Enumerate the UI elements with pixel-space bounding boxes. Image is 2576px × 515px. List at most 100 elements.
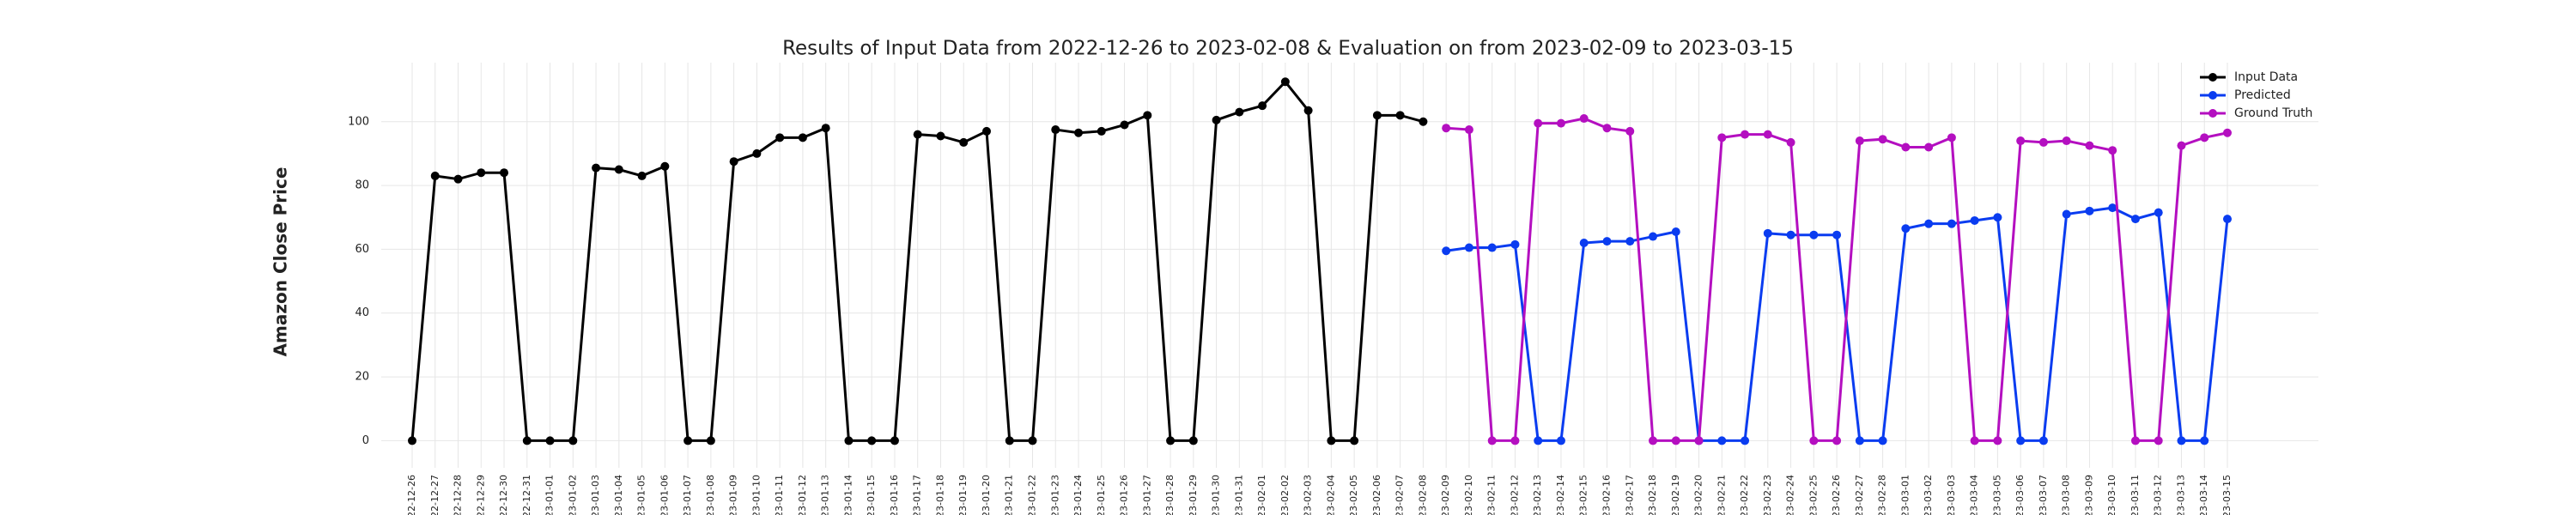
point xyxy=(1970,215,1979,225)
x-tick-label: 2023-01-21 xyxy=(1004,475,1015,515)
x-tick-label: 2023-03-12 xyxy=(2153,475,2164,515)
point xyxy=(2038,137,2048,147)
point xyxy=(1280,77,1290,87)
point xyxy=(2062,209,2071,219)
point xyxy=(2130,436,2140,445)
point xyxy=(1464,243,1473,252)
point xyxy=(1350,436,1359,445)
point xyxy=(1120,120,1129,130)
point xyxy=(1717,133,1727,142)
x-tick-label: 2023-01-23 xyxy=(1049,475,1060,515)
point xyxy=(1832,436,1842,445)
point xyxy=(2038,436,2048,445)
point xyxy=(1372,111,1382,120)
point xyxy=(2223,128,2232,137)
point xyxy=(2108,203,2117,213)
x-tick-label: 2023-01-17 xyxy=(912,475,923,515)
point xyxy=(1510,239,1520,249)
x-tick-label: 2023-03-06 xyxy=(2014,475,2026,515)
x-tick-label: 2023-01-28 xyxy=(1164,475,1176,515)
point xyxy=(1947,133,1956,142)
point xyxy=(1028,436,1037,445)
point xyxy=(1556,118,1565,128)
point xyxy=(1579,114,1589,124)
x-tick-label: 2022-12-30 xyxy=(498,475,509,515)
point xyxy=(1212,115,1221,124)
x-tick-label: 2023-02-23 xyxy=(1762,475,1773,515)
point xyxy=(1878,436,1887,445)
x-tick-label: 2022-12-28 xyxy=(453,475,464,515)
x-tick-label: 2022-12-27 xyxy=(429,475,440,515)
point xyxy=(1786,137,1795,147)
x-tick-label: 2023-01-09 xyxy=(728,475,739,515)
point xyxy=(2200,436,2209,445)
y-tick-label: 0 xyxy=(362,434,369,447)
point xyxy=(1327,436,1336,445)
legend-label: Predicted xyxy=(2234,88,2291,102)
x-tick-label: 2023-01-31 xyxy=(1233,475,1244,515)
point xyxy=(844,436,854,445)
x-tick-label: 2023-02-22 xyxy=(1739,475,1750,515)
x-tick-label: 2023-02-10 xyxy=(1463,475,1474,515)
x-tick-label: 2023-01-08 xyxy=(705,475,716,515)
x-tick-label: 2023-01-14 xyxy=(842,475,854,515)
x-tick-label: 2023-03-09 xyxy=(2083,475,2094,515)
x-tick-label: 2023-01-11 xyxy=(774,475,785,515)
x-tick-label: 2023-01-13 xyxy=(820,475,831,515)
point xyxy=(981,126,991,136)
x-tick-label: 2023-02-12 xyxy=(1509,475,1520,515)
point xyxy=(1188,436,1198,445)
x-tick-label: 2023-02-19 xyxy=(1670,475,1681,515)
y-tick-label: 20 xyxy=(355,371,369,384)
y-tick-label: 40 xyxy=(355,306,369,319)
point xyxy=(1649,232,1658,241)
point xyxy=(752,148,762,158)
x-tick-label: 2023-03-03 xyxy=(1946,475,1957,515)
x-tick-label: 2022-12-26 xyxy=(406,475,417,515)
point xyxy=(683,436,693,445)
point xyxy=(1395,111,1405,120)
x-tick-label: 2023-01-03 xyxy=(590,475,601,515)
point xyxy=(1442,124,1451,133)
x-tick-label: 2023-01-02 xyxy=(567,475,578,515)
x-tick-label: 2023-02-17 xyxy=(1624,475,1635,515)
y-tick-label: 60 xyxy=(355,243,369,256)
point xyxy=(1763,130,1772,139)
point xyxy=(522,436,532,445)
x-tick-label: 2023-02-15 xyxy=(1578,475,1589,515)
point xyxy=(706,436,715,445)
point xyxy=(1924,142,1934,152)
x-tick-label: 2023-02-26 xyxy=(1831,475,1842,515)
x-tick-label: 2023-02-21 xyxy=(1716,475,1727,515)
point xyxy=(1166,436,1176,445)
point xyxy=(890,436,899,445)
x-tick-label: 2023-02-01 xyxy=(1256,475,1267,515)
point xyxy=(1602,124,1612,133)
point xyxy=(1809,230,1819,239)
point xyxy=(592,163,601,173)
x-tick-label: 2023-02-02 xyxy=(1279,475,1291,515)
x-tick-label: 2023-01-07 xyxy=(682,475,693,515)
point xyxy=(545,436,555,445)
x-tick-label: 2023-01-25 xyxy=(1096,475,1107,515)
x-tick-label: 2023-03-02 xyxy=(1923,475,1934,515)
point xyxy=(1855,136,1864,146)
point xyxy=(637,171,647,180)
point xyxy=(1717,436,1727,445)
point xyxy=(729,157,738,167)
point xyxy=(2016,136,2026,146)
point xyxy=(2085,206,2094,215)
point xyxy=(1579,238,1589,247)
point xyxy=(1970,436,1979,445)
x-tick-label: 2023-02-13 xyxy=(1532,475,1543,515)
point xyxy=(660,161,670,171)
x-tick-label: 2023-01-30 xyxy=(1211,475,1222,515)
point xyxy=(1602,237,1612,246)
point xyxy=(477,168,486,178)
point xyxy=(1924,219,1934,228)
point xyxy=(2130,215,2140,224)
point xyxy=(1419,117,1428,126)
x-tick-label: 2023-01-19 xyxy=(957,475,969,515)
point xyxy=(1074,128,1084,137)
